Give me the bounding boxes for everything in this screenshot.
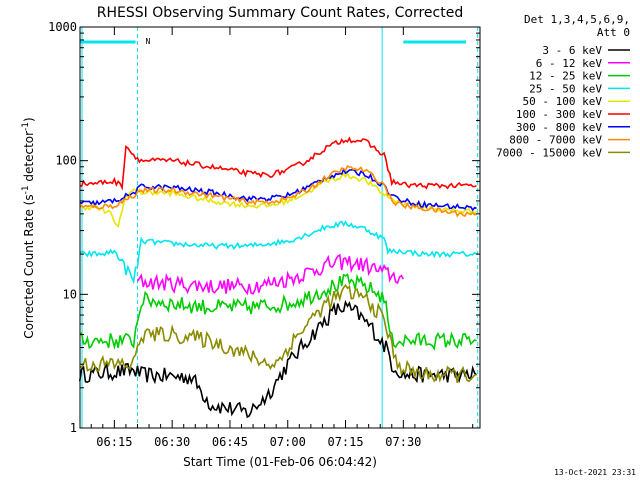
plot-frame [79,26,481,429]
legend-label: 7000 - 15000 keV [496,146,602,159]
x-tick-label: 06:30 [154,435,190,449]
saa-boundary-lines [81,27,479,428]
x-tick-label: 06:45 [212,435,248,449]
legend-label: 50 - 100 keV [523,95,603,108]
series-line [79,167,477,212]
y-axis-label-main: Corrected Count Rate (s [22,194,36,338]
legend-label: 300 - 800 keV [516,121,602,134]
x-axis-label: Start Time (01-Feb-06 06:04:42) [183,455,377,469]
y-tick-label: 10 [63,287,77,301]
y-tick-label: 100 [55,154,77,168]
legend-label: 800 - 7000 keV [509,134,602,147]
night-markers: N [80,37,466,46]
series-line [136,253,404,296]
legend-label: 25 - 50 keV [529,82,602,95]
series-line [79,136,477,191]
series-line [79,220,477,285]
x-tick-label: 06:15 [96,435,132,449]
legend-label: 6 - 12 keV [536,57,603,70]
y-axis-label-end: ) [22,117,36,122]
series-line [79,283,477,383]
y-tick-label: 1000 [48,20,77,34]
legend-label: 3 - 6 keV [542,44,602,57]
y-tick-label: 1 [70,421,77,435]
y-axis-ticks: 1 10 100 1000 [48,20,480,435]
legend-label: 12 - 25 keV [529,70,602,83]
chart-title: RHESSI Observing Summary Count Rates, Co… [97,5,463,21]
legend-header-detectors: Det 1,3,4,5,6,9, [524,13,630,26]
night-marker-label: N [146,37,151,46]
y-axis-label-exp2: -1 [21,122,31,131]
x-tick-label: 07:00 [270,435,306,449]
series-line [79,273,477,351]
series-line [79,171,478,228]
x-tick-label: 07:30 [385,435,421,449]
render-timestamp: 13-Oct-2021 23:31 [554,468,636,477]
x-axis-ticks: 06:15 06:30 06:45 07:00 07:15 07:30 [90,27,474,449]
series-lines [78,136,478,419]
x-tick-label: 07:15 [327,435,363,449]
y-axis-label: Corrected Count Rate (s-1 detector-1) [21,117,36,338]
legend-label: 100 - 300 keV [516,108,602,121]
series-line [79,165,477,218]
y-axis-label-exp1: -1 [21,185,31,194]
y-axis-label-mid: detector [22,131,36,186]
legend-header-attenuator: Att 0 [597,26,630,39]
